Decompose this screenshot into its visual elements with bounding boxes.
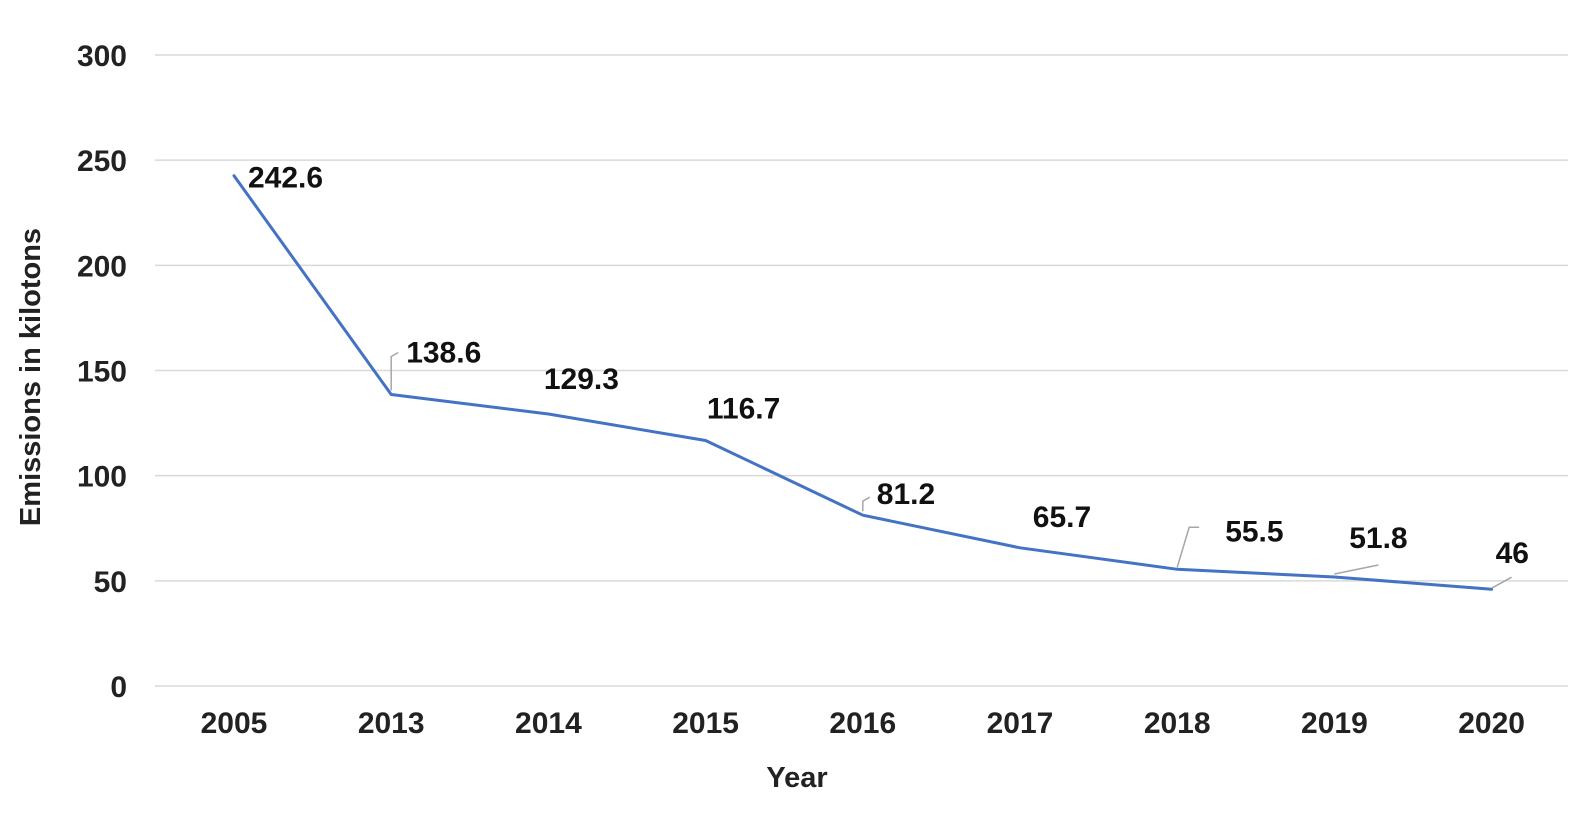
data-label: 116.7 [707, 393, 780, 426]
x-axis-title: Year [766, 762, 827, 794]
data-labels: 242.6 138.6 129.3 116.7 81.2 65.7 55.5 51.8 46 [248, 162, 1529, 571]
data-label-leader [862, 496, 871, 512]
x-tick-label: 2013 [358, 707, 425, 740]
series-line [232, 174, 1494, 591]
data-label: 129.3 [544, 363, 619, 396]
data-label-leader [1334, 564, 1379, 575]
y-tick-label: 200 [77, 250, 127, 283]
y-tick-label: 100 [77, 461, 127, 494]
y-axis-title: Emissions in kilotons [15, 228, 47, 526]
y-tick-label: 250 [77, 145, 127, 178]
data-label-leader [1176, 526, 1200, 568]
data-label: 55.5 [1225, 515, 1283, 548]
data-label: 242.6 [248, 162, 323, 195]
data-label-leader [1491, 576, 1512, 589]
x-tick-label: 2020 [1458, 707, 1525, 740]
data-label: 51.8 [1349, 522, 1407, 555]
x-tick-label: 2017 [987, 707, 1054, 740]
y-tick-label: 300 [77, 40, 127, 73]
data-label: 46 [1496, 537, 1529, 570]
x-tick-label: 2015 [672, 707, 739, 740]
y-tick-label: 0 [110, 671, 127, 704]
y-tick-label: 150 [77, 356, 127, 389]
data-label: 81.2 [877, 478, 935, 511]
y-tick-label: 50 [94, 566, 127, 599]
x-tick-label: 2016 [829, 707, 896, 740]
gridlines [155, 54, 1568, 687]
series-group [232, 174, 1494, 591]
data-label-leader [390, 351, 399, 391]
data-label: 138.6 [406, 336, 481, 369]
x-tick-label: 2019 [1301, 707, 1368, 740]
x-tick-label: 2014 [515, 707, 582, 740]
x-tick-label: 2005 [201, 707, 268, 740]
x-axis-tick-labels: 2005 2013 2014 2015 2016 2017 2018 2019 2020 [201, 707, 1525, 740]
data-label: 65.7 [1033, 501, 1091, 534]
x-tick-label: 2018 [1144, 707, 1211, 740]
y-axis-tick-labels: 0 50 100 150 200 250 300 [77, 40, 127, 704]
data-label-leaders [390, 351, 1512, 589]
